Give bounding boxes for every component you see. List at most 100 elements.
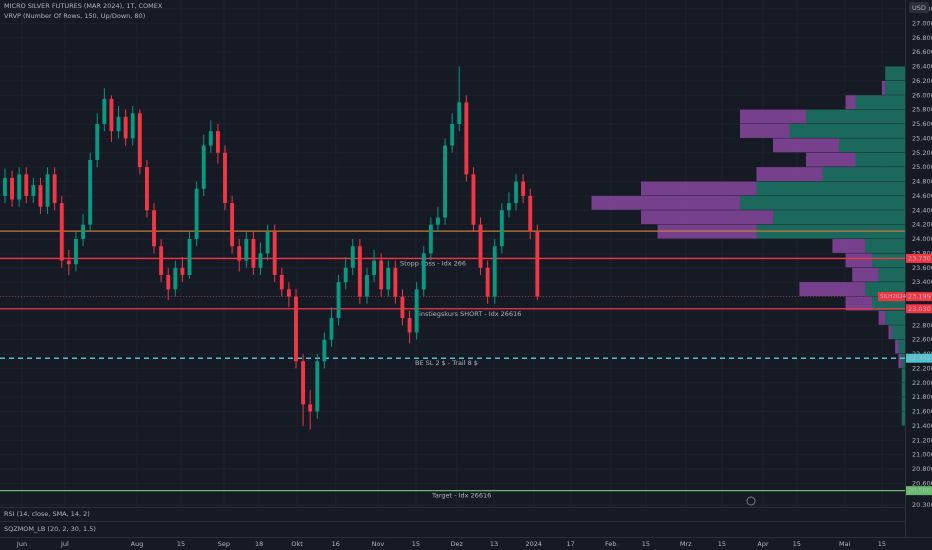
profile-down: [895, 339, 899, 354]
axis: 27.20027.00026.80026.60026.40026.20026.0…: [16, 5, 932, 548]
level-box: [906, 486, 932, 496]
last-price-label: 23.199: [908, 293, 931, 301]
candle-body: [315, 361, 320, 412]
candle-body: [251, 239, 256, 268]
candle-body: [492, 246, 497, 297]
x-tick-label: 15: [642, 540, 650, 548]
level-text: Target - Idx 26616: [431, 492, 491, 500]
y-tick-label: 22.200: [912, 364, 932, 372]
profile-down: [832, 239, 866, 253]
currency[interactable]: USD: [912, 4, 926, 12]
level-label: 23.730: [908, 254, 931, 262]
symbol-label: SILH2024: [880, 294, 907, 300]
candle-body: [81, 224, 85, 240]
x-tick-label: Okt: [291, 540, 303, 548]
candle-body: [528, 195, 533, 232]
candle-body: [421, 253, 426, 290]
profile-down: [845, 95, 856, 110]
volume-profile: [591, 66, 905, 426]
candle-body: [499, 210, 504, 247]
x-tick-label: Jun: [16, 540, 27, 548]
profile-up: [885, 310, 905, 325]
y-tick-label: 22.800: [912, 321, 932, 329]
candle-body: [237, 246, 242, 261]
x-tick-label: Mai: [839, 540, 851, 548]
candle-body: [294, 296, 298, 362]
candle-body: [457, 102, 462, 125]
level-box: [906, 304, 932, 314]
y-tick-label: 23.600: [912, 264, 932, 272]
level-label: 20.500: [908, 487, 931, 495]
y-tick-label: 22.000: [912, 379, 932, 387]
candle-body: [66, 260, 71, 265]
candle-body: [194, 188, 199, 240]
candle-body: [428, 224, 433, 254]
candle-body: [173, 267, 178, 290]
candle-body: [365, 274, 369, 297]
profile-down: [756, 167, 823, 182]
candle-body: [166, 274, 171, 290]
profile-down: [773, 138, 839, 153]
y-tick-label: 26.000: [912, 91, 932, 99]
candle-body: [10, 177, 15, 200]
y-tick-label: 21.800: [912, 393, 932, 401]
candle-body: [244, 239, 249, 261]
profile-up: [891, 325, 905, 340]
symbol-box: [878, 292, 905, 302]
candle-body: [279, 274, 284, 290]
candle-body: [379, 260, 384, 290]
candle-body: [144, 167, 149, 211]
x-tick-label: 15: [177, 540, 185, 548]
candle-body: [464, 102, 469, 175]
candle-body: [17, 174, 22, 200]
x-tick-label: 13: [490, 540, 498, 548]
profile-up: [789, 124, 905, 138]
x-tick-label: 15: [878, 540, 886, 548]
candle-body: [286, 289, 291, 297]
y-tick-label: 24.800: [912, 178, 932, 186]
x-tick-label: 2024: [525, 540, 542, 548]
profile-up: [740, 195, 905, 210]
y-tick-label: 25.800: [912, 106, 932, 114]
profile-up: [806, 109, 905, 124]
profile-up: [855, 95, 905, 110]
y-tick-label: 24.600: [912, 192, 932, 200]
profile-down: [641, 210, 773, 225]
profile-down: [845, 296, 872, 311]
profile-up: [855, 152, 905, 167]
y-tick-label: 26.600: [912, 48, 932, 56]
profile-down: [888, 325, 892, 340]
profile-up: [756, 181, 905, 196]
profile-up: [839, 138, 905, 153]
candle-body: [3, 177, 7, 196]
x-tick-label: Dez: [451, 540, 464, 548]
candle-body: [471, 174, 476, 225]
profile-down: [878, 310, 886, 325]
profile-down: [881, 80, 886, 95]
x-tick-label: Sep: [218, 540, 230, 548]
y-tick-label: 20.300: [912, 501, 932, 509]
candle-body: [443, 145, 447, 218]
profile-down: [845, 253, 872, 268]
candle-body: [159, 246, 164, 275]
candle-body: [357, 246, 362, 297]
candle-body: [506, 203, 511, 211]
momentum-title: SQZMOM_LB (20, 2, 30, 1.5): [4, 525, 96, 533]
candle-body: [73, 239, 78, 265]
profile-up: [885, 66, 905, 81]
icon[interactable]: [746, 496, 756, 506]
x-tick-label: 18: [255, 540, 263, 548]
candle-body: [272, 231, 277, 275]
candle-body: [137, 113, 142, 168]
x-tick-label: 15: [412, 540, 420, 548]
candles: [3, 66, 540, 430]
profile-down: [852, 267, 879, 282]
candle-body: [322, 339, 327, 362]
profile-up: [901, 382, 905, 397]
candle-body: [329, 318, 334, 340]
currency-box[interactable]: [909, 2, 929, 13]
candle-body: [95, 124, 100, 160]
candle-body: [478, 224, 483, 268]
